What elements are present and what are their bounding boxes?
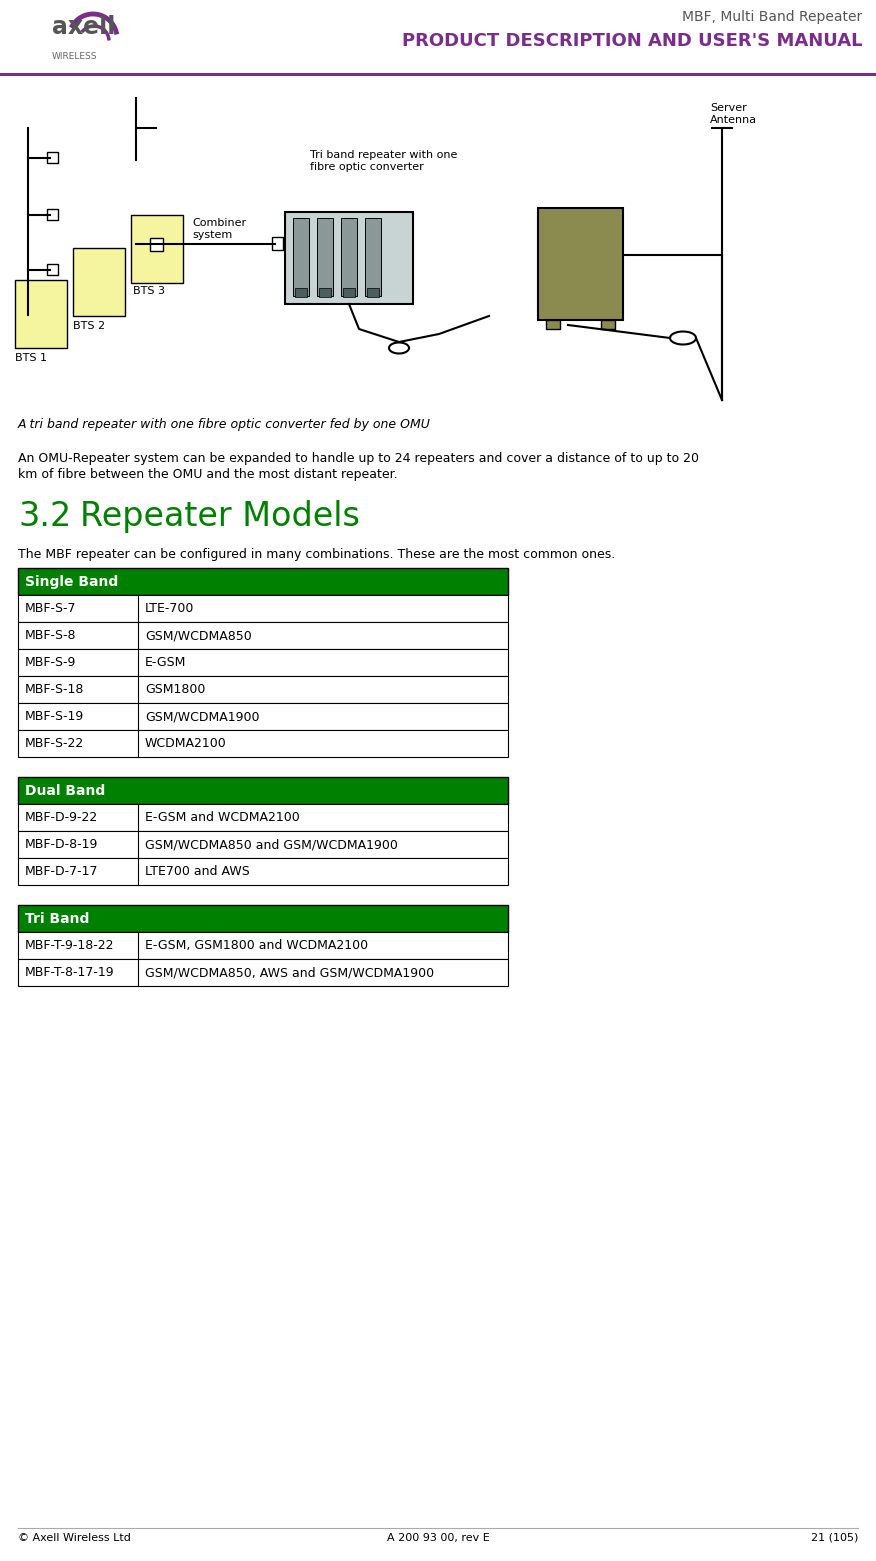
Text: Combiner
system: Combiner system bbox=[192, 219, 246, 239]
Text: MBF-S-8: MBF-S-8 bbox=[25, 629, 76, 642]
Bar bbox=[367, 287, 379, 297]
Text: MBF-D-9-22: MBF-D-9-22 bbox=[25, 812, 98, 824]
Bar bbox=[272, 237, 283, 250]
Text: WIRELESS: WIRELESS bbox=[52, 52, 97, 61]
Bar bbox=[18, 676, 508, 702]
Text: A 200 93 00, rev E: A 200 93 00, rev E bbox=[386, 1533, 490, 1542]
Text: 3.2: 3.2 bbox=[18, 500, 71, 532]
Text: MBF, Multi Band Repeater: MBF, Multi Band Repeater bbox=[682, 9, 862, 23]
Text: © Axell Wireless Ltd: © Axell Wireless Ltd bbox=[18, 1533, 131, 1542]
Text: GSM/WCDMA850, AWS and GSM/WCDMA1900: GSM/WCDMA850, AWS and GSM/WCDMA1900 bbox=[145, 966, 434, 979]
Text: LTE-700: LTE-700 bbox=[145, 603, 194, 615]
Text: LTE700 and AWS: LTE700 and AWS bbox=[145, 865, 250, 877]
Bar bbox=[18, 731, 508, 757]
Bar bbox=[15, 279, 67, 348]
Text: E-GSM and WCDMA2100: E-GSM and WCDMA2100 bbox=[145, 812, 300, 824]
Text: MBF-T-8-17-19: MBF-T-8-17-19 bbox=[25, 966, 115, 979]
Bar bbox=[18, 595, 508, 621]
Text: MBF-S-22: MBF-S-22 bbox=[25, 737, 84, 749]
Text: GSM/WCDMA850 and GSM/WCDMA1900: GSM/WCDMA850 and GSM/WCDMA1900 bbox=[145, 838, 398, 851]
Bar bbox=[365, 219, 381, 297]
Text: PRODUCT DESCRIPTION AND USER'S MANUAL: PRODUCT DESCRIPTION AND USER'S MANUAL bbox=[401, 31, 862, 50]
Text: BTS 1: BTS 1 bbox=[15, 353, 47, 364]
Text: E-GSM, GSM1800 and WCDMA2100: E-GSM, GSM1800 and WCDMA2100 bbox=[145, 940, 368, 952]
Text: MBF-S-19: MBF-S-19 bbox=[25, 710, 84, 723]
Text: BTS 3: BTS 3 bbox=[133, 286, 165, 297]
Bar bbox=[18, 702, 508, 731]
Bar bbox=[47, 151, 58, 162]
Bar bbox=[150, 237, 163, 251]
Bar bbox=[18, 958, 508, 987]
Text: The MBF repeater can be configured in many combinations. These are the most comm: The MBF repeater can be configured in ma… bbox=[18, 548, 615, 560]
Bar bbox=[546, 320, 560, 329]
Text: MBF-S-7: MBF-S-7 bbox=[25, 603, 76, 615]
Bar bbox=[18, 621, 508, 649]
Text: Repeater Models: Repeater Models bbox=[80, 500, 360, 532]
Bar bbox=[285, 212, 413, 304]
Text: Server
Antenna: Server Antenna bbox=[710, 103, 757, 125]
Text: GSM/WCDMA850: GSM/WCDMA850 bbox=[145, 629, 251, 642]
Bar bbox=[18, 859, 508, 885]
Text: Tri Band: Tri Band bbox=[25, 912, 89, 926]
Bar bbox=[18, 649, 508, 676]
Text: Dual Band: Dual Band bbox=[25, 784, 105, 798]
Bar bbox=[341, 219, 357, 297]
Text: A tri band repeater with one fibre optic converter fed by one OMU: A tri band repeater with one fibre optic… bbox=[18, 418, 431, 431]
Bar bbox=[601, 320, 615, 329]
Bar bbox=[295, 287, 307, 297]
Text: WCDMA2100: WCDMA2100 bbox=[145, 737, 227, 749]
Bar bbox=[18, 932, 508, 958]
Bar bbox=[538, 208, 623, 320]
Text: axell: axell bbox=[52, 16, 116, 39]
Text: 21 (105): 21 (105) bbox=[810, 1533, 858, 1542]
Text: GSM/WCDMA1900: GSM/WCDMA1900 bbox=[145, 710, 259, 723]
Bar bbox=[18, 830, 508, 859]
Text: Single Band: Single Band bbox=[25, 574, 118, 588]
Text: MBF-T-9-18-22: MBF-T-9-18-22 bbox=[25, 940, 115, 952]
Text: GSM1800: GSM1800 bbox=[145, 684, 205, 696]
Bar bbox=[0, 73, 876, 76]
Text: MBF-S-9: MBF-S-9 bbox=[25, 656, 76, 670]
Bar bbox=[293, 219, 309, 297]
Bar bbox=[319, 287, 331, 297]
Text: E-GSM: E-GSM bbox=[145, 656, 187, 670]
Bar bbox=[47, 264, 58, 275]
Bar bbox=[18, 568, 508, 595]
Text: MBF-D-7-17: MBF-D-7-17 bbox=[25, 865, 98, 877]
Text: An OMU-Repeater system can be expanded to handle up to 24 repeaters and cover a : An OMU-Repeater system can be expanded t… bbox=[18, 453, 699, 465]
Bar bbox=[18, 777, 508, 804]
Bar bbox=[343, 287, 355, 297]
Bar bbox=[317, 219, 333, 297]
Bar bbox=[18, 905, 508, 932]
Bar bbox=[131, 215, 183, 283]
Text: km of fibre between the OMU and the most distant repeater.: km of fibre between the OMU and the most… bbox=[18, 468, 398, 481]
Bar bbox=[18, 804, 508, 830]
Bar bbox=[73, 248, 125, 315]
Text: MBF-D-8-19: MBF-D-8-19 bbox=[25, 838, 98, 851]
Text: MBF-S-18: MBF-S-18 bbox=[25, 684, 84, 696]
Text: BTS 2: BTS 2 bbox=[73, 322, 105, 331]
Bar bbox=[47, 209, 58, 220]
Text: Tri band repeater with one
fibre optic converter: Tri band repeater with one fibre optic c… bbox=[310, 150, 457, 172]
